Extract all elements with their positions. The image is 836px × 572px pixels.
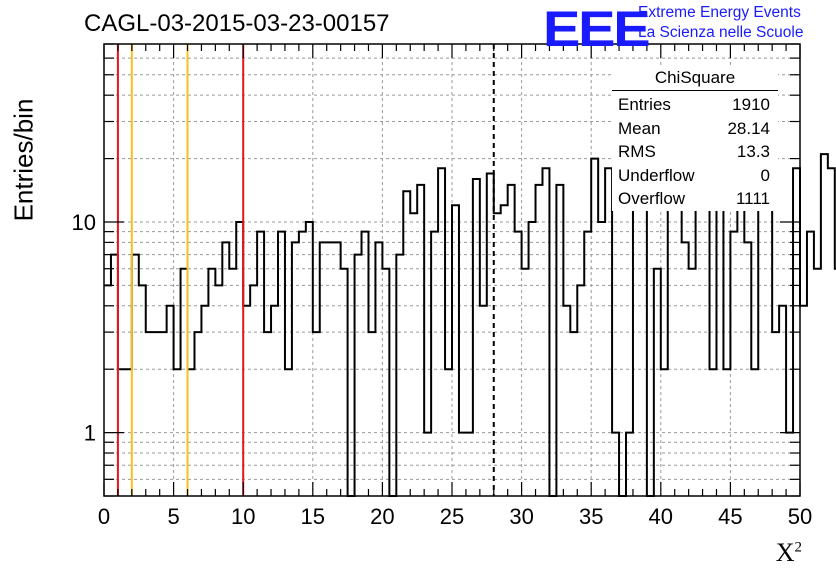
stats-value: 0 (760, 165, 770, 185)
stats-title: ChiSquare (612, 68, 778, 91)
stats-label: Mean (618, 118, 661, 138)
stats-rows: Entries 1910 Mean 28.14 RMS 13.3 Underflow 0 Ove… (612, 93, 778, 211)
stats-box: ChiSquare Entries 1910 Mean 28.14 RMS 13.3 Und… (612, 68, 778, 211)
stats-row: Entries 1910 (612, 93, 778, 117)
stats-row: Overflow 1111 (612, 187, 778, 211)
x-axis-label: X2 (776, 538, 802, 568)
x-tick-label: 30 (509, 504, 533, 529)
stats-value: 1910 (732, 95, 770, 114)
stats-row: Underflow 0 (612, 164, 778, 188)
y-axis-label: Entries/bin (2, 98, 46, 222)
stats-value: 28.14 (727, 118, 770, 138)
x-tick-label: 35 (579, 504, 603, 529)
x-tick-label: 50 (788, 504, 812, 529)
stats-label: Overflow (618, 189, 686, 208)
y-tick-label: 1 (84, 421, 96, 446)
stats-row: RMS 13.3 (612, 140, 778, 164)
logo-caption-line1: Extreme Energy Events (638, 4, 801, 21)
stats-label: Underflow (618, 165, 695, 185)
stats-label: RMS (618, 142, 656, 161)
logo-caption-line2: La Scienza nelle Scuole (638, 24, 804, 41)
x-tick-label: 25 (440, 504, 464, 529)
chart-title: CAGL-03-2015-03-23-00157 (84, 10, 390, 37)
x-axis-label-text: X (775, 538, 795, 567)
x-tick-label: 40 (649, 504, 673, 529)
threshold-lines (116, 44, 495, 496)
y-tick-label: 10 (72, 210, 96, 235)
x-axis-label-superscript: 2 (794, 539, 803, 556)
x-tick-label: 20 (370, 504, 394, 529)
stats-value: 13.3 (736, 142, 770, 161)
eee-logo: EEE (543, 1, 651, 57)
x-tick-label: 5 (167, 504, 179, 529)
x-tick-label: 0 (98, 504, 110, 529)
y-axis-label-text: Entries/bin (8, 98, 39, 222)
x-tick-label: 45 (718, 504, 742, 529)
stats-label: Entries (618, 95, 671, 114)
axes: 0 5 10 15 20 25 30 35 40 45 50 1 10 (72, 43, 812, 529)
x-tick-label: 15 (301, 504, 325, 529)
x-tick-label: 10 (231, 504, 255, 529)
stats-value: 1111 (735, 189, 770, 208)
logo-caption: Extreme Energy Events La Scienza nelle S… (638, 3, 803, 43)
stats-row: Mean 28.14 (612, 117, 778, 141)
